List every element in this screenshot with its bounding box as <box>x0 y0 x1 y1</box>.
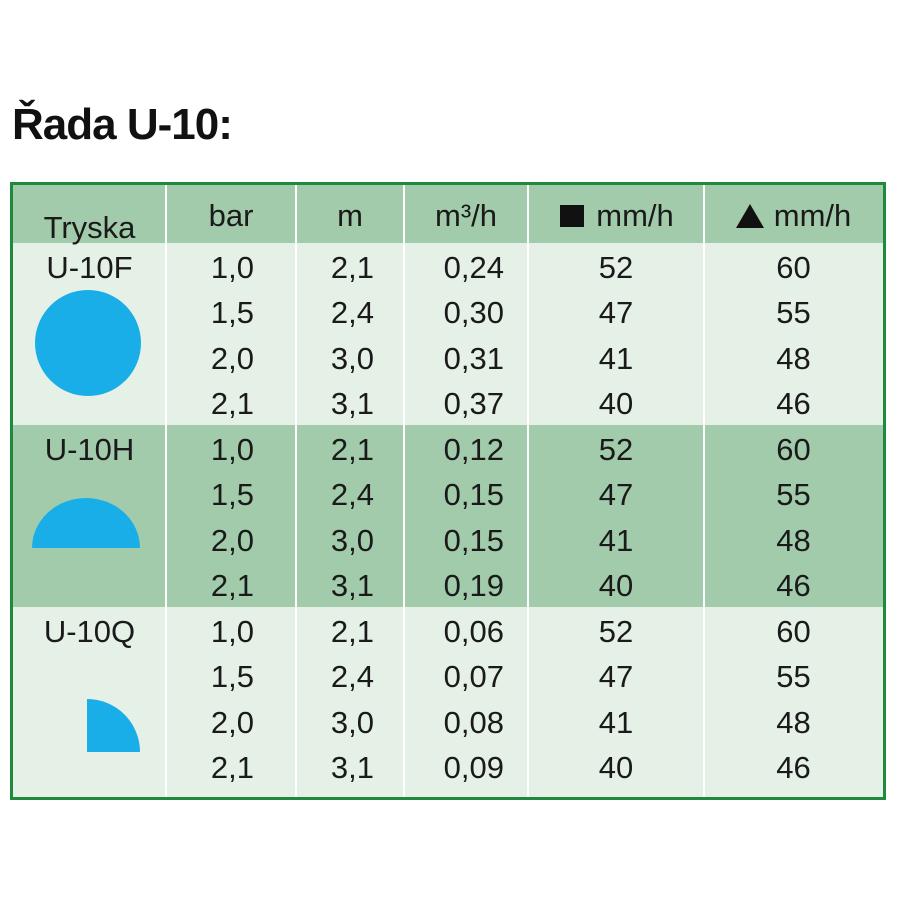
square-icon <box>560 205 585 227</box>
value-cell: 40 <box>598 568 634 604</box>
value-cell: 1,0 <box>210 249 254 285</box>
group-bg <box>13 607 883 797</box>
triangle-icon <box>735 204 764 228</box>
value-cell: 41 <box>598 704 634 740</box>
value-cell: 2,1 <box>210 568 254 604</box>
value-cell: 41 <box>598 340 634 376</box>
header-text: m³/h <box>435 198 497 233</box>
column-divider <box>703 185 705 797</box>
value-cell: 2,1 <box>330 613 374 649</box>
header-cell: Tryska <box>13 199 166 257</box>
header-text: mm/h <box>773 198 852 233</box>
value-cell: 47 <box>598 659 634 695</box>
value-cell: 52 <box>598 613 634 649</box>
value-cell: 1,5 <box>210 659 254 695</box>
value-cell: 3,1 <box>330 568 374 604</box>
value-cell: 46 <box>776 750 811 786</box>
value-cell: 3,0 <box>330 340 374 376</box>
value-cell: 55 <box>776 295 811 331</box>
value-cell: 3,1 <box>330 750 374 786</box>
value-cell: 48 <box>776 704 811 740</box>
group-bg <box>13 425 883 607</box>
header-bg <box>13 185 883 243</box>
value-cell: 52 <box>598 249 634 285</box>
group-bg <box>13 243 883 425</box>
value-cell: 0,07 <box>443 659 504 695</box>
value-cell: 0,30 <box>443 295 504 331</box>
value-cell: 3,0 <box>330 704 374 740</box>
nozzle-name: U-10H <box>44 431 135 467</box>
value-cell: 2,0 <box>210 704 254 740</box>
value-cell: 2,1 <box>330 431 374 467</box>
value-cell: 1,5 <box>210 477 254 513</box>
header-text: m <box>337 198 363 233</box>
value-cell: 0,12 <box>443 431 504 467</box>
value-cell: 0,37 <box>443 386 504 422</box>
header-cell: m³/h <box>404 187 528 245</box>
value-cell: 46 <box>776 568 811 604</box>
table: Tryska bar m m³/h mm/h mm/h U-10F 1,0 2,1 0,24 52 6… <box>10 182 886 800</box>
value-cell: 48 <box>776 340 811 376</box>
value-cell: 1,0 <box>210 431 254 467</box>
nozzle-icons <box>32 290 141 752</box>
value-cell: 0,09 <box>443 750 504 786</box>
value-cell: 40 <box>598 750 634 786</box>
value-cell: 46 <box>776 386 811 422</box>
value-cell: 1,0 <box>210 613 254 649</box>
quarter-circle-icon <box>87 699 140 752</box>
value-cell: 2,1 <box>210 386 254 422</box>
column-divider <box>295 185 297 797</box>
header-text: mm/h <box>596 198 674 233</box>
nozzle-name: U-10Q <box>43 613 136 649</box>
column-divider <box>165 185 167 797</box>
full-circle-icon <box>35 290 141 396</box>
value-cell: 0,15 <box>443 522 504 558</box>
value-cell: 48 <box>776 522 811 558</box>
value-cell: 2,4 <box>330 295 374 331</box>
value-cell: 47 <box>598 295 634 331</box>
header-text: Tryska <box>43 210 136 245</box>
header-cell: mm/h <box>528 187 704 245</box>
value-cell: 2,0 <box>210 522 254 558</box>
value-cell: 2,4 <box>330 659 374 695</box>
value-cell: 3,0 <box>330 522 374 558</box>
value-cell: 3,1 <box>330 386 374 422</box>
value-cell: 60 <box>776 431 811 467</box>
column-divider <box>527 185 529 797</box>
value-cell: 41 <box>598 522 634 558</box>
value-cell: 0,19 <box>443 568 504 604</box>
title: Řada U-10: <box>12 100 233 149</box>
value-cell: 0,06 <box>443 613 504 649</box>
value-cell: 60 <box>776 249 811 285</box>
column-divider <box>403 185 405 797</box>
value-cell: 2,1 <box>330 249 374 285</box>
value-cell: 2,0 <box>210 340 254 376</box>
value-cell: 55 <box>776 477 811 513</box>
value-cell: 55 <box>776 659 811 695</box>
header-cell: bar <box>166 187 296 245</box>
value-cell: 0,15 <box>443 477 504 513</box>
header-cell: m <box>296 187 404 245</box>
value-cell: 40 <box>598 386 634 422</box>
value-cell: 2,4 <box>330 477 374 513</box>
value-cell: 0,31 <box>443 340 504 376</box>
value-cell: 47 <box>598 477 634 513</box>
value-cell: 60 <box>776 613 811 649</box>
header-text: bar <box>208 198 254 233</box>
value-cell: 2,1 <box>210 750 254 786</box>
value-cell: 1,5 <box>210 295 254 331</box>
value-cell: 0,24 <box>443 249 504 285</box>
value-cell: 52 <box>598 431 634 467</box>
half-circle-icon <box>32 498 140 548</box>
nozzle-name: U-10F <box>46 249 133 285</box>
header-cell: mm/h <box>704 187 883 245</box>
value-cell: 0,08 <box>443 704 504 740</box>
